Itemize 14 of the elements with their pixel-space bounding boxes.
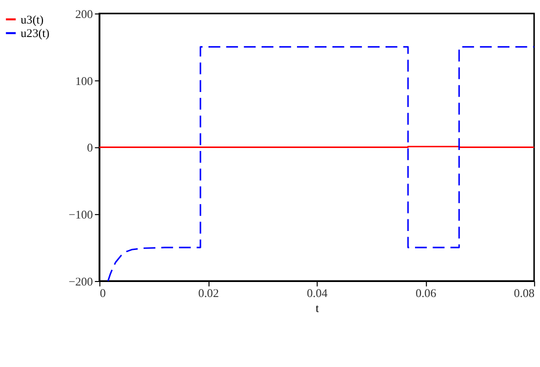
y-tick-label: 200: [75, 6, 94, 21]
x-tick-label: 0.06: [416, 286, 436, 300]
x-tick-label: 0.04: [306, 286, 328, 300]
x-axis-title: t: [316, 300, 320, 315]
line-series: [107, 46, 535, 282]
legend-label: u23(t): [20, 26, 50, 40]
x-tick-label: 0.02: [198, 286, 219, 300]
legend-label: u3(t): [20, 12, 44, 26]
y-tick-label: 0: [87, 140, 94, 155]
x-tick-label: 0: [100, 286, 106, 300]
x-tick-label: 0.08: [514, 286, 535, 300]
y-tick-label: 100: [75, 74, 94, 88]
y-tick-label: −200: [68, 274, 94, 288]
y-tick-label: −100: [68, 208, 94, 222]
